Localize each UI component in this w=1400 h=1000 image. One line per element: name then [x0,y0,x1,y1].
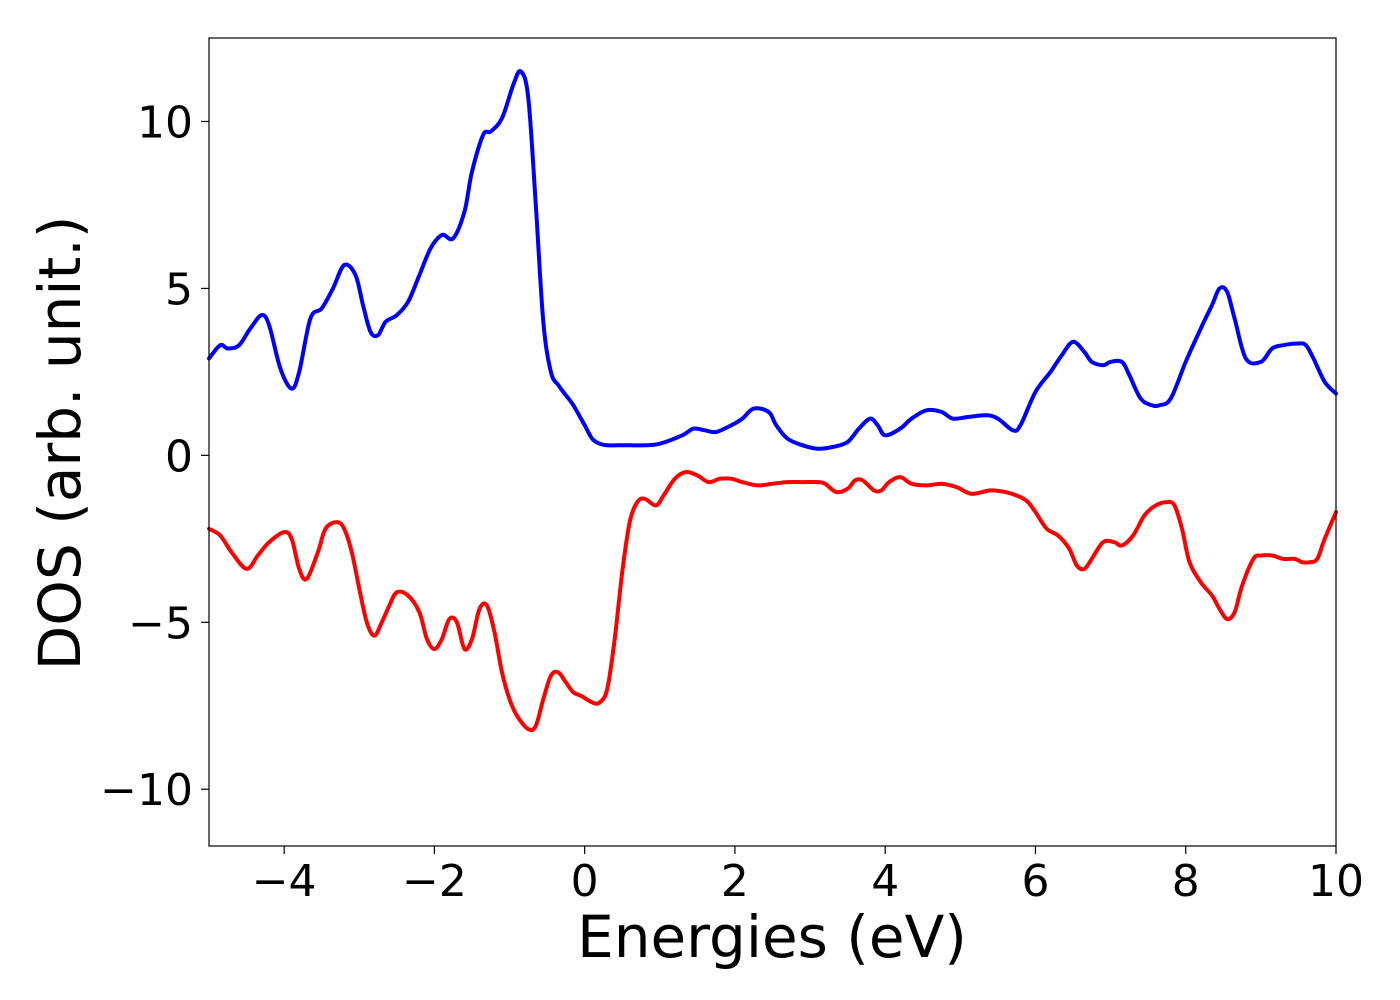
dos-series-upper-line [207,69,1338,451]
x-tick-label: 0 [571,856,599,907]
x-tick-label: 10 [1308,856,1364,907]
y-tick-label: 0 [165,431,193,482]
x-tick-label: 8 [1172,856,1200,907]
series-layer [207,69,1338,733]
x-tick-label: 2 [721,856,749,907]
x-tick-label: 4 [871,856,899,907]
y-tick-label: −10 [100,765,193,816]
dos-series-lower-line [207,469,1338,733]
y-tick-label: 5 [165,264,193,315]
y-axis: −10 −5 0 5 10 [100,97,209,816]
y-tick-label: 10 [137,97,193,148]
x-tick-label: 6 [1021,856,1049,907]
y-tick-label: −5 [128,598,193,649]
x-axis-label: Energies (eV) [577,903,967,971]
x-tick-label: −4 [252,856,317,907]
y-axis-label: DOS (arb. unit.) [26,216,94,671]
x-tick-label: −2 [402,856,467,907]
plot-frame [208,37,1337,847]
x-axis: −4 −2 0 2 4 6 8 10 [252,846,1364,907]
